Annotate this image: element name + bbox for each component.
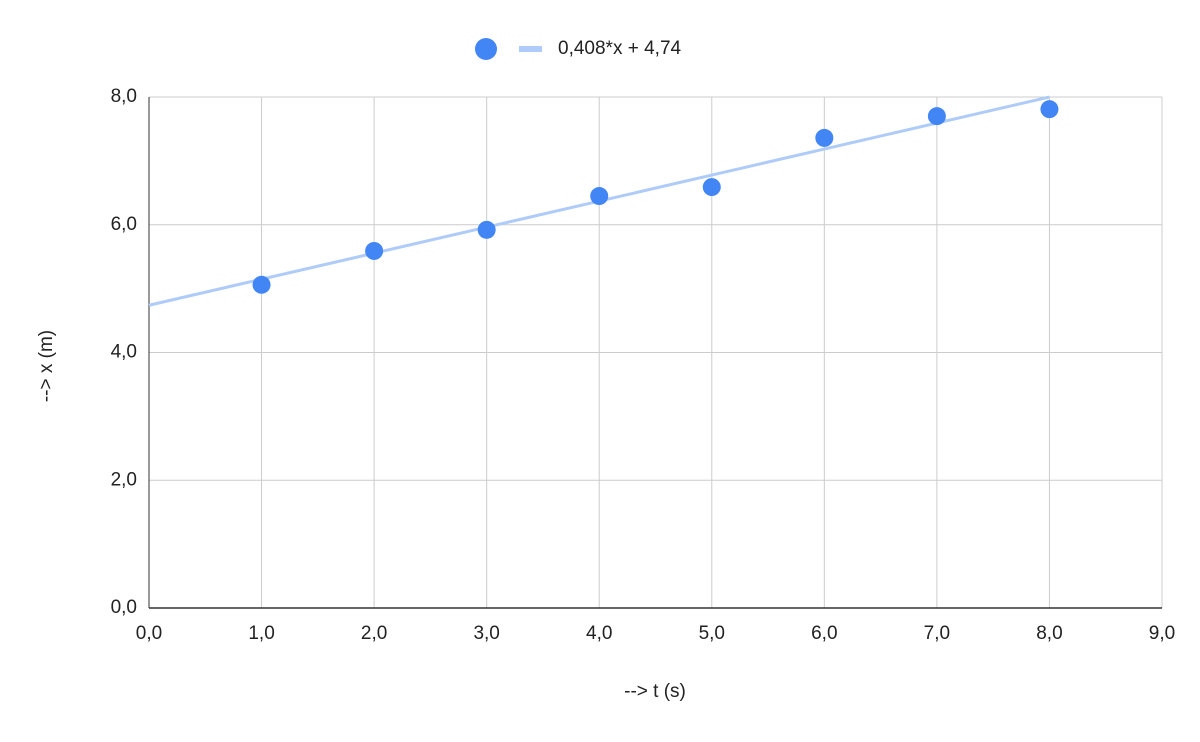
point: [365, 241, 384, 260]
point: [1040, 100, 1059, 119]
legend-marker: [475, 38, 497, 60]
point: [927, 107, 946, 126]
x-tick-label: 3,0: [473, 623, 499, 644]
y-axis-title: --> x (m): [36, 330, 57, 402]
y-tick-label: 8,0: [111, 86, 137, 107]
x-tick-label: 9,0: [1149, 623, 1175, 644]
x-tick-label: 1,0: [248, 623, 274, 644]
point: [252, 275, 271, 294]
point: [815, 128, 834, 147]
x-tick-label: 5,0: [699, 623, 725, 644]
y-tick-label: 2,0: [111, 469, 137, 490]
legend-label: 0,408*x + 4,74: [558, 38, 682, 59]
x-tick-label: 4,0: [586, 623, 612, 644]
point: [702, 178, 721, 197]
point: [590, 187, 609, 206]
x-tick-label: 2,0: [361, 623, 387, 644]
y-tick-label: 0,0: [111, 597, 137, 618]
y-tick-label: 4,0: [111, 342, 137, 363]
point: [477, 220, 496, 239]
x-axis-title: --> t (s): [624, 681, 686, 702]
x-tick-label: 7,0: [924, 623, 950, 644]
x-tick-label: 6,0: [811, 623, 837, 644]
x-tick-label: 8,0: [1036, 623, 1062, 644]
x-tick-label: 0,0: [136, 623, 162, 644]
y-tick-label: 6,0: [111, 214, 137, 235]
